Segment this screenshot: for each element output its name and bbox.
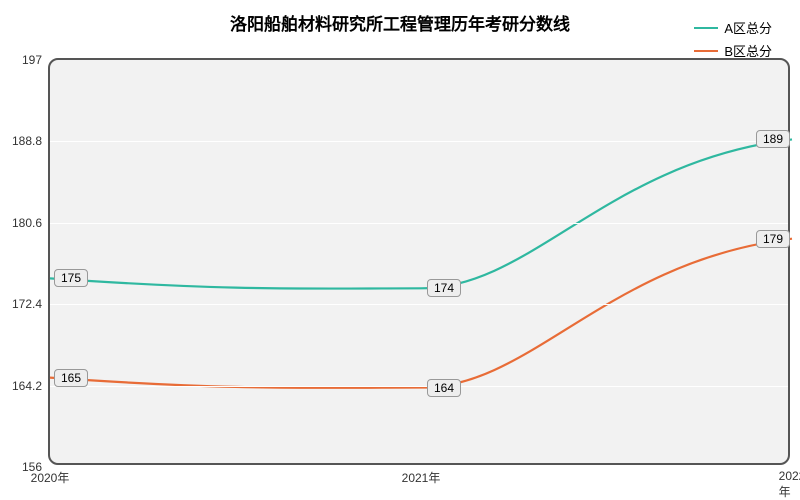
- y-tick-label: 188.8: [12, 134, 42, 148]
- legend-label: A区总分: [724, 18, 772, 37]
- chart-title: 洛阳船舶材料研究所工程管理历年考研分数线: [230, 10, 570, 35]
- y-tick-label: 197: [22, 53, 42, 67]
- line-layer: [50, 60, 788, 463]
- x-tick-label: 2021年: [402, 469, 441, 486]
- score-line-chart: 洛阳船舶材料研究所工程管理历年考研分数线 A区总分B区总分 156164.217…: [0, 0, 800, 500]
- series-line: [50, 139, 792, 288]
- data-label: 175: [54, 269, 88, 287]
- data-label: 164: [427, 379, 461, 397]
- y-tick-label: 180.6: [12, 216, 42, 230]
- x-tick-label: 2020年: [31, 469, 70, 486]
- x-tick-label: 2022年: [779, 469, 800, 500]
- legend-swatch: [694, 50, 718, 52]
- legend-swatch: [694, 27, 718, 29]
- gridline: [50, 304, 788, 305]
- data-label: 165: [54, 369, 88, 387]
- data-label: 189: [756, 130, 790, 148]
- y-tick-label: 164.2: [12, 379, 42, 393]
- y-tick-label: 172.4: [12, 297, 42, 311]
- data-label: 179: [756, 230, 790, 248]
- gridline: [50, 386, 788, 387]
- gridline: [50, 223, 788, 224]
- data-label: 174: [427, 279, 461, 297]
- series-line: [50, 239, 792, 388]
- gridline: [50, 141, 788, 142]
- plot-area: 156164.2172.4180.6188.81972020年2021年2022…: [48, 58, 790, 465]
- legend-item: A区总分: [694, 18, 772, 37]
